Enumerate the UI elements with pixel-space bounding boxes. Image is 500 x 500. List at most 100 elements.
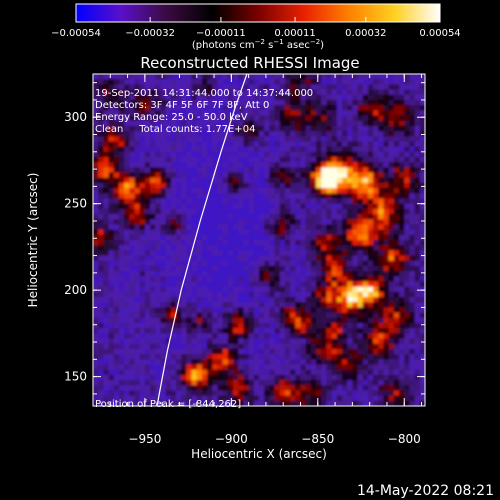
heatmap-cell [383, 400, 390, 406]
heatmap-cell [310, 333, 317, 340]
heatmap-cell [144, 157, 151, 163]
heatmap-cell [352, 193, 359, 200]
heatmap-cell [207, 343, 213, 350]
heatmap-cell [170, 255, 177, 262]
heatmap-cell [295, 385, 302, 392]
heatmap-cell [336, 182, 343, 189]
heatmap-cell [321, 286, 328, 293]
heatmap-cell [336, 359, 343, 366]
heatmap-cell [290, 110, 296, 117]
heatmap-cell [134, 146, 141, 153]
heatmap-cell [144, 250, 151, 257]
heatmap-cell [186, 374, 193, 381]
heatmap-cell [217, 84, 224, 91]
heatmap-cell [248, 333, 255, 340]
heatmap-cell [321, 198, 328, 205]
heatmap-cell [217, 146, 224, 153]
heatmap-cell [414, 182, 421, 189]
heatmap-cell [243, 364, 250, 371]
heatmap-cell [248, 151, 255, 158]
heatmap-cell [165, 146, 172, 153]
heatmap-cell [253, 312, 260, 319]
heatmap-cell [108, 364, 115, 371]
heatmap-cell [118, 281, 125, 288]
heatmap-cell [118, 136, 125, 143]
heatmap-cell [295, 250, 302, 257]
heatmap-cell [321, 271, 328, 277]
heatmap-cell [118, 297, 125, 303]
heatmap-cell [233, 297, 239, 303]
heatmap-cell [160, 167, 167, 174]
heatmap-cell [191, 395, 198, 402]
heatmap-cell [118, 338, 125, 345]
heatmap-cell [98, 354, 104, 360]
heatmap-cell [201, 333, 208, 340]
heatmap-cell [243, 271, 250, 277]
heatmap-cell [284, 250, 291, 257]
heatmap-cell [357, 390, 364, 397]
heatmap-cell [144, 172, 151, 179]
heatmap-cell [388, 74, 395, 80]
heatmap-cell [243, 281, 250, 288]
heatmap-cell [373, 395, 379, 402]
heatmap-cell [248, 240, 255, 246]
heatmap-cell [300, 390, 307, 397]
heatmap-cell [362, 281, 369, 288]
colorbar-tick-label: 0.00054 [419, 28, 460, 39]
heatmap-cell [279, 198, 286, 205]
heatmap-cell [310, 328, 317, 334]
heatmap-cell [352, 369, 359, 376]
heatmap-cell [253, 291, 260, 298]
heatmap-cell [212, 146, 219, 153]
heatmap-cell [176, 380, 182, 386]
heatmap-cell [326, 338, 333, 345]
heatmap-cell [378, 224, 385, 231]
heatmap-cell [419, 203, 425, 210]
heatmap-cell [331, 245, 338, 251]
heatmap-cell [108, 198, 115, 205]
heatmap-cell [160, 328, 167, 334]
heatmap-cell [207, 234, 213, 241]
heatmap-cell [279, 74, 286, 80]
heatmap-cell [93, 286, 99, 293]
heatmap-cell [139, 193, 146, 200]
heatmap-cell [367, 333, 374, 340]
heatmap-cell [357, 276, 364, 283]
heatmap-cell [300, 348, 307, 355]
heatmap-cell [124, 136, 130, 143]
heatmap-cell [326, 219, 333, 226]
heatmap-cell [196, 245, 203, 251]
heatmap-cell [144, 297, 151, 303]
heatmap-cell [253, 105, 260, 111]
heatmap-cell [404, 281, 411, 288]
heatmap-cell [373, 203, 379, 210]
heatmap-cell [165, 348, 172, 355]
heatmap-cell [155, 120, 162, 127]
heatmap-cell [118, 390, 125, 397]
heatmap-cell [419, 172, 425, 179]
heatmap-cell [347, 323, 353, 329]
heatmap-cell [139, 348, 146, 355]
heatmap-cell [103, 364, 110, 371]
heatmap-cell [217, 354, 224, 360]
heatmap-cell [279, 99, 286, 106]
heatmap-cell [367, 374, 374, 381]
heatmap-cell [399, 146, 405, 153]
heatmap-cell [233, 74, 239, 80]
heatmap-cell [388, 302, 395, 309]
heatmap-cell [155, 302, 162, 309]
heatmap-cell [186, 219, 193, 226]
heatmap-cell [290, 146, 296, 153]
heatmap-cell [295, 193, 302, 200]
heatmap-cell [336, 369, 343, 376]
heatmap-cell [321, 333, 328, 340]
heatmap-cell [207, 110, 213, 117]
heatmap-cell [321, 297, 328, 303]
heatmap-cell [186, 146, 193, 153]
heatmap-cell [290, 131, 296, 137]
heatmap-cell [295, 177, 302, 184]
heatmap-cell [176, 359, 182, 366]
heatmap-cell [279, 188, 286, 194]
heatmap-cell [404, 198, 411, 205]
heatmap-cell [388, 115, 395, 122]
